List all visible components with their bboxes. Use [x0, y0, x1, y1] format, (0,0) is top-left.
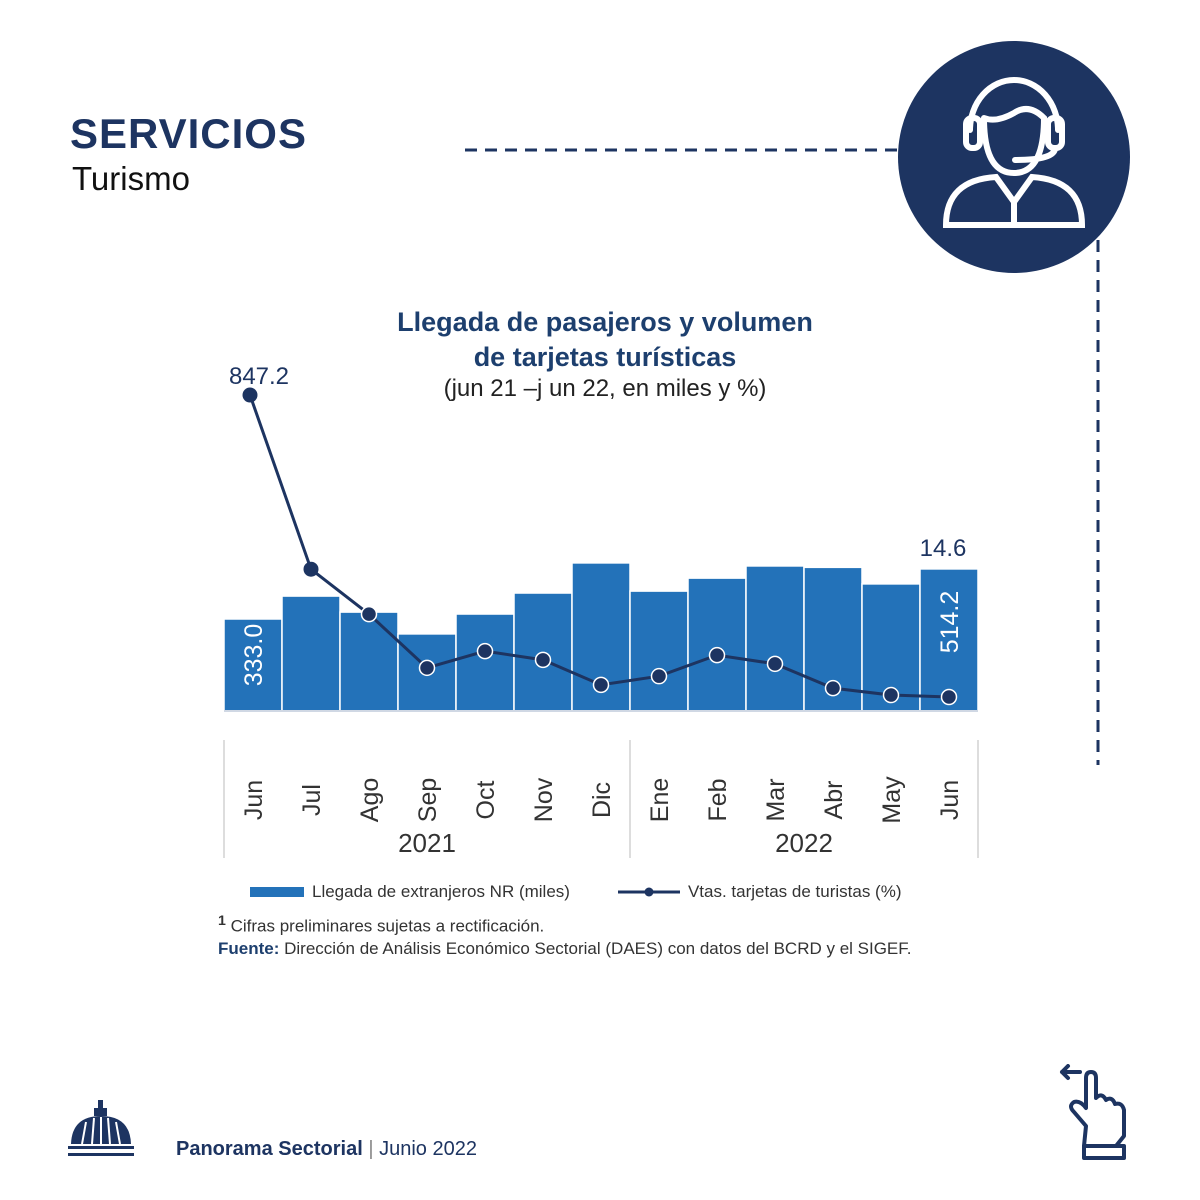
- line-point-0: [242, 387, 258, 403]
- chart-subtitle: (jun 21 –j un 22, en miles y %): [443, 375, 767, 402]
- x-tick-label: Nov: [530, 777, 558, 822]
- x-tick-label: Feb: [704, 778, 732, 821]
- line-point-2: [360, 605, 378, 623]
- bar-oct-4: [455, 613, 515, 712]
- x-tick-label: Mar: [762, 778, 790, 821]
- line-label-first: 847.2: [229, 363, 289, 390]
- line-point-5: [534, 651, 552, 669]
- line-label-last: 14.6: [920, 535, 967, 562]
- year-label-2022: 2022: [775, 828, 833, 858]
- chart-title-line1: Llegada de pasajeros y volumen: [397, 307, 813, 337]
- bar-ene-7: [629, 590, 689, 712]
- section-subtitle: Turismo: [72, 160, 190, 197]
- bar-label-first: 333.0: [240, 624, 268, 687]
- line-point-9: [766, 655, 784, 673]
- footer-brand: Panorama Sectorial: [176, 1138, 363, 1160]
- footer: Panorama Sectorial | Junio 2022: [176, 1138, 477, 1161]
- x-tick-label: Oct: [472, 781, 500, 820]
- legend: Llegada de extranjeros NR (miles) Vtas. …: [250, 882, 901, 902]
- bar-jun-12: [919, 568, 979, 712]
- bar-mar-9: [745, 565, 805, 712]
- dome-logo: [68, 1100, 134, 1156]
- bar-label-last: 514.2: [936, 591, 964, 654]
- legend-bar-label: Llegada de extranjeros NR (miles): [312, 882, 570, 901]
- swipe-hand-icon[interactable]: [1058, 1064, 1134, 1160]
- line-point-4: [476, 642, 494, 660]
- x-tick-label: Ago: [356, 778, 384, 822]
- x-tick-label: Sep: [414, 778, 442, 822]
- line-point-6: [592, 676, 610, 694]
- chart-title-line2: de tarjetas turísticas: [473, 342, 737, 372]
- footnote: 1 Cifras preliminares sujetas a rectific…: [218, 910, 978, 960]
- bar-feb-8: [687, 577, 747, 712]
- source-text: Dirección de Análisis Económico Sectoria…: [284, 938, 912, 958]
- line-point-3: [418, 659, 436, 677]
- legend-line-label: Vtas. tarjetas de turistas (%): [687, 882, 902, 901]
- year-label-2021: 2021: [398, 828, 456, 858]
- customer-service-icon: [898, 41, 1130, 273]
- line-point-1: [303, 561, 319, 577]
- x-tick-label: Jun: [240, 780, 268, 820]
- legend-bar-swatch: [250, 887, 304, 897]
- chart-title: Llegada de pasajeros y volumen de tarjet…: [300, 305, 910, 375]
- x-tick-label: Jun: [936, 780, 964, 820]
- x-tick-label: May: [878, 776, 906, 824]
- chart-plot: Jun Jul Ago Sep Oct Nov Dic Ene Feb Mar Abr May Jun 2…: [223, 363, 979, 858]
- bar-ago-2: [339, 611, 399, 712]
- line-point-7: [650, 667, 668, 685]
- x-tick-label: Jul: [298, 784, 326, 816]
- line-point-12: [940, 688, 958, 706]
- x-tick-label: Abr: [820, 781, 848, 820]
- line-point-8: [708, 646, 726, 664]
- preliminary-note: Cifras preliminares sujetas a rectificac…: [230, 916, 545, 936]
- bar-jul-1: [281, 595, 341, 712]
- line-point-11: [882, 686, 900, 704]
- footer-separator: |: [368, 1138, 374, 1160]
- source-label: Fuente:: [218, 938, 280, 958]
- footer-date: Junio 2022: [379, 1138, 477, 1160]
- x-tick-label: Ene: [646, 778, 674, 822]
- footnote-marker: 1: [218, 913, 226, 929]
- line-point-10: [824, 679, 842, 697]
- section-title: SERVICIOS: [70, 110, 307, 157]
- legend-line-swatch: [617, 887, 680, 897]
- x-tick-label: Dic: [588, 782, 616, 818]
